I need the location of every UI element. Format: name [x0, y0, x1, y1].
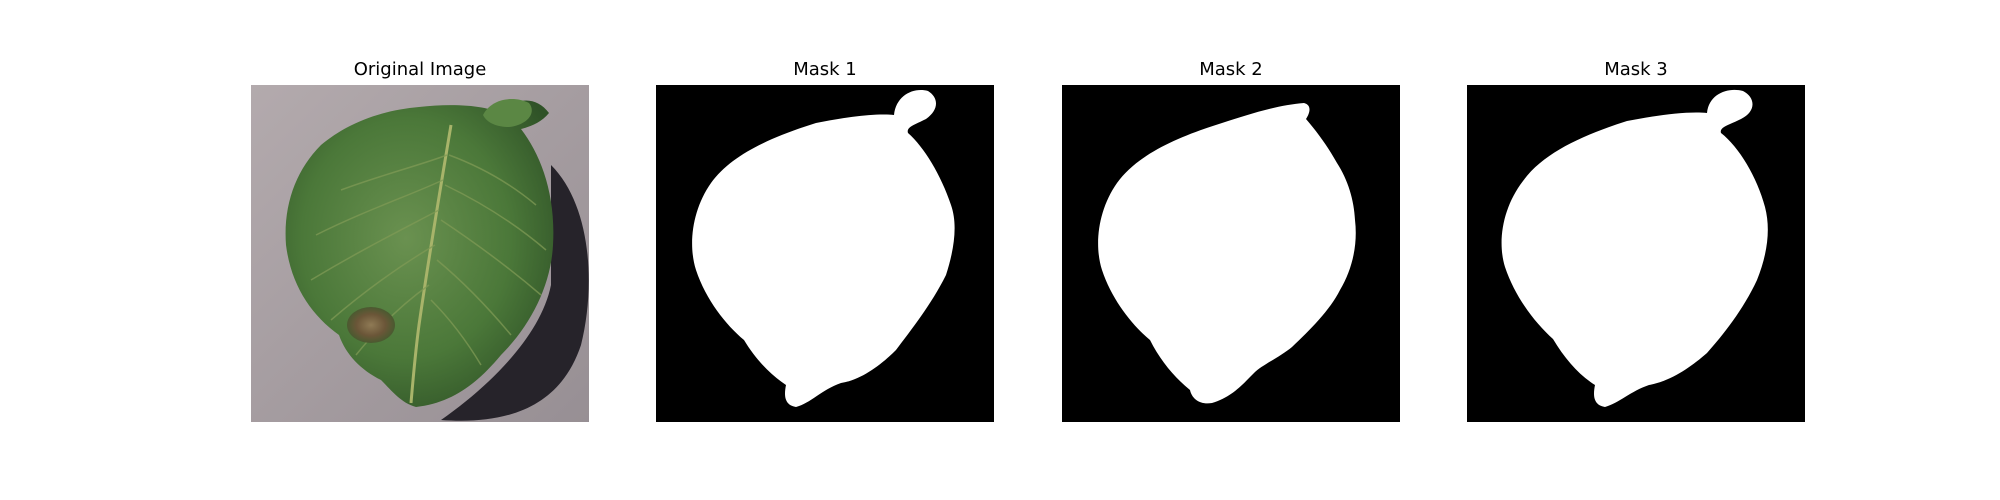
- leaf-mask: [656, 85, 994, 422]
- panel-mask-3: Mask 3: [1467, 0, 1805, 500]
- panel-mask-2: Mask 2: [1062, 0, 1400, 500]
- leaf-lesion: [347, 307, 395, 343]
- panel-title: Mask 1: [656, 58, 994, 82]
- leaf-mask: [1467, 85, 1805, 422]
- leaf-photo: [251, 85, 589, 422]
- panel-title: Mask 2: [1062, 58, 1400, 82]
- panel-original-image: Original Image: [251, 0, 589, 500]
- leaf-mask: [1062, 85, 1400, 422]
- panel-title: Original Image: [251, 58, 589, 82]
- panel-mask-1: Mask 1: [656, 0, 994, 500]
- panel-title: Mask 3: [1467, 58, 1805, 82]
